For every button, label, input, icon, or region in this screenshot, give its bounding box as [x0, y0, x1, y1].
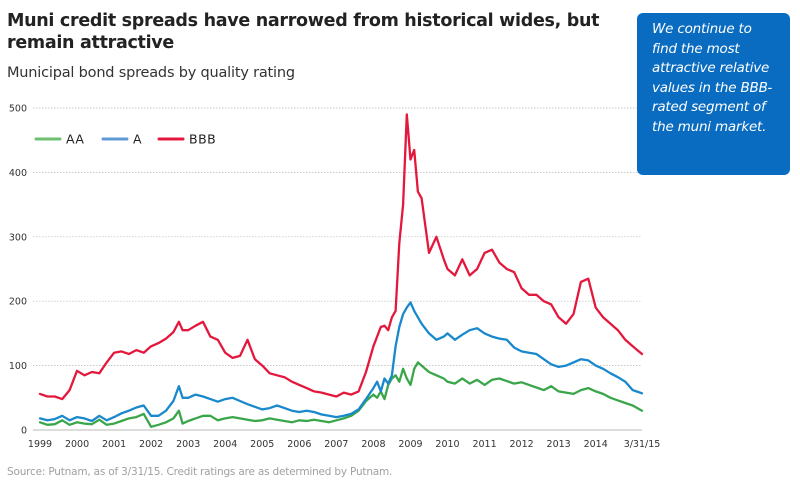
- x-tick-label: 2000: [65, 439, 89, 450]
- x-tick-label: 2004: [213, 439, 237, 450]
- legend-label-bbb: BBB: [189, 132, 216, 147]
- x-tick-label: 2002: [139, 439, 163, 450]
- y-tick-label: 500: [9, 104, 27, 115]
- legend-label-aa: AA: [66, 132, 84, 147]
- series-line-bbb: [38, 113, 644, 401]
- x-tick-label: 2007: [324, 439, 348, 450]
- legend-label-a: A: [133, 132, 142, 147]
- legend: AA A BBB: [34, 132, 216, 147]
- chart-title: Muni credit spreads have narrowed from h…: [7, 11, 600, 53]
- chart-subtitle: Municipal bond spreads by quality rating: [7, 65, 295, 81]
- x-tick-label: 2006: [287, 439, 311, 450]
- x-tick-label: 2012: [510, 439, 534, 450]
- x-tick-label: 2008: [361, 439, 385, 450]
- x-tick-label: 2001: [102, 439, 126, 450]
- series-lines: [38, 113, 644, 428]
- gridlines: [33, 107, 642, 431]
- y-tick-label: 200: [9, 297, 27, 308]
- x-tick-label: 1999: [28, 439, 52, 450]
- source-note: Source: Putnam, as of 3/31/15. Credit ra…: [7, 466, 393, 478]
- x-tick-label: 2014: [584, 439, 608, 450]
- callout-box: We continue to find the most attractive …: [637, 13, 790, 175]
- x-tick-label: 2013: [547, 439, 571, 450]
- x-axis-ticks: 1999 2000 2001 2002 2003 2004 2005 2006 2007 2008…: [28, 439, 660, 450]
- x-tick-label: 3/31/15: [624, 439, 661, 450]
- y-axis-ticks: 0 100 200 300 400 500: [9, 104, 27, 437]
- y-tick-label: 400: [9, 168, 27, 179]
- y-tick-label: 300: [9, 232, 27, 243]
- series-line-a: [38, 301, 644, 423]
- y-tick-label: 0: [21, 426, 27, 437]
- y-tick-label: 100: [9, 361, 27, 372]
- x-tick-label: 2010: [435, 439, 459, 450]
- x-tick-label: 2009: [398, 439, 422, 450]
- x-tick-label: 2003: [176, 439, 200, 450]
- x-tick-label: 2005: [250, 439, 274, 450]
- x-tick-label: 2011: [472, 439, 496, 450]
